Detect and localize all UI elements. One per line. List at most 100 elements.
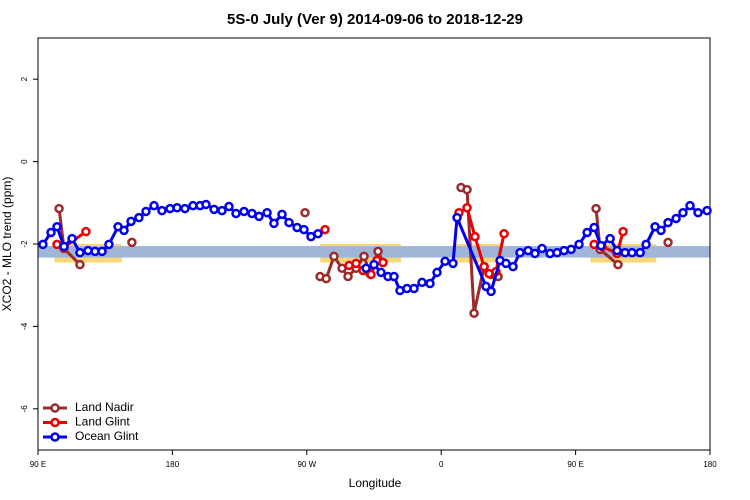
data-point — [537, 243, 547, 254]
data-point — [641, 239, 651, 250]
data-point — [417, 277, 427, 288]
data-point — [52, 221, 62, 232]
data-point — [224, 201, 234, 212]
data-point — [172, 202, 182, 213]
data-point — [663, 217, 673, 228]
data-point — [329, 251, 339, 262]
data-point — [300, 207, 310, 218]
data-point — [440, 256, 450, 267]
x-axis-label: Longitude — [349, 476, 402, 490]
legend-label: Land Glint — [75, 415, 130, 429]
data-point — [530, 248, 540, 259]
data-point — [277, 209, 287, 220]
y-tick-label: 0 — [20, 159, 29, 164]
legend-label: Ocean Glint — [75, 429, 139, 443]
data-point — [209, 204, 219, 215]
x-tick-label: 0 — [439, 460, 444, 469]
data-point — [452, 212, 462, 223]
data-point — [656, 225, 666, 236]
data-point — [499, 228, 509, 239]
data-point — [591, 203, 601, 214]
data-point — [361, 263, 371, 274]
data-point — [180, 203, 190, 214]
data-point — [596, 240, 606, 251]
data-point — [479, 261, 489, 272]
data-point — [104, 239, 114, 250]
data-point — [75, 259, 85, 270]
data-point — [409, 283, 419, 294]
data-point — [119, 225, 129, 236]
data-point — [378, 257, 388, 268]
data-point — [627, 247, 637, 258]
data-point — [373, 246, 383, 257]
legend-marker — [50, 417, 60, 428]
data-point — [469, 308, 479, 318]
data-point — [59, 241, 69, 252]
data-point — [574, 239, 584, 250]
data-point — [389, 271, 399, 282]
data-point — [254, 211, 264, 222]
data-point — [425, 278, 435, 289]
data-point — [201, 199, 211, 210]
data-point — [462, 202, 472, 213]
data-point — [663, 237, 673, 248]
data-point — [320, 224, 330, 235]
data-point — [239, 206, 249, 217]
data-point — [75, 247, 85, 258]
data-point — [589, 222, 599, 233]
data-point — [127, 237, 137, 248]
data-point — [448, 258, 458, 269]
chart-title: 5S-0 July (Ver 9) 2014-09-06 to 2018-12-… — [227, 11, 523, 28]
data-point — [366, 269, 376, 280]
data-point — [67, 233, 77, 244]
data-point — [470, 231, 480, 242]
data-point — [693, 207, 703, 218]
data-point — [582, 227, 592, 238]
data-point — [432, 267, 442, 278]
y-tick-label: -4 — [20, 322, 29, 330]
x-tick-label: 90 E — [30, 460, 46, 469]
data-point — [678, 207, 688, 218]
data-point — [141, 206, 151, 217]
legend-marker — [50, 432, 60, 442]
data-point — [369, 259, 379, 270]
data-point — [685, 200, 695, 211]
data-point — [321, 273, 331, 284]
x-tick-label: 180 — [703, 460, 717, 469]
data-point — [508, 261, 518, 272]
x-tick-label: 90 E — [567, 460, 583, 469]
data-point — [149, 200, 159, 211]
data-point — [284, 217, 294, 228]
y-tick-label: 2 — [20, 76, 29, 81]
data-point — [46, 227, 56, 238]
data-point — [612, 245, 622, 256]
data-point — [217, 205, 227, 216]
data-point — [81, 226, 91, 237]
data-point — [97, 246, 107, 257]
data-point — [359, 251, 369, 262]
data-point — [462, 184, 472, 195]
data-point — [262, 207, 272, 218]
data-point — [231, 208, 241, 219]
data-point — [618, 226, 628, 237]
y-tick-label: -2 — [20, 240, 29, 248]
data-point — [515, 247, 525, 258]
data-point — [299, 224, 309, 235]
data-point — [376, 267, 386, 278]
data-point — [157, 205, 167, 216]
data-point — [134, 212, 144, 223]
data-point — [38, 239, 48, 250]
data-point — [702, 205, 712, 216]
data-point — [486, 286, 496, 297]
data-point — [635, 247, 645, 258]
data-point — [501, 258, 511, 269]
data-point — [566, 244, 576, 255]
x-tick-label: 90 W — [297, 460, 316, 469]
data-point — [671, 213, 681, 224]
data-point — [613, 259, 623, 270]
legend-label: Land Nadir — [75, 400, 134, 414]
data-point — [351, 258, 361, 269]
data-point — [126, 216, 136, 227]
y-axis-label: XCO2 - MLO trend (ppm) — [0, 177, 14, 312]
